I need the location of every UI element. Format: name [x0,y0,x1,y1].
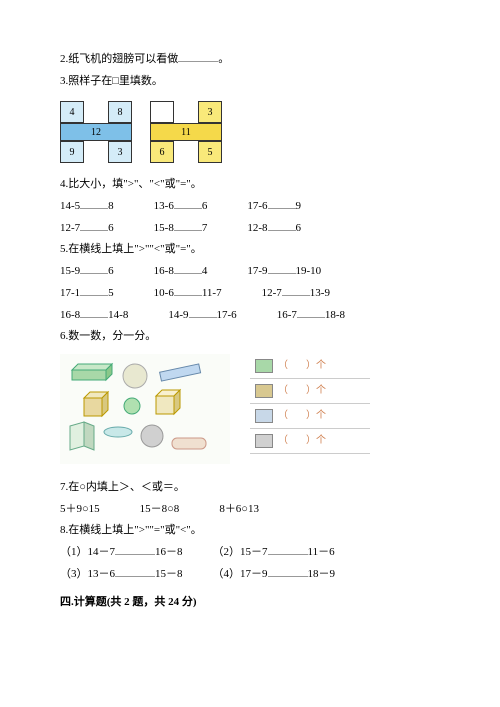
expr: 10-611-7 [154,284,222,303]
shape-row: （）个 [250,429,370,454]
section-4-heading: 四.计算题(共 2 题，共 24 分) [60,593,440,612]
blank-input[interactable] [189,307,217,318]
q7-item: 8＋6○13 [219,500,259,519]
expr: 12-76 [60,219,114,238]
question-3: 3.照样子在□里填数。 [60,72,440,91]
question-5: 5.在横线上填上">""<"或"="。 [60,240,440,259]
expr: 13-66 [154,197,208,216]
cell-tl [150,101,174,123]
blank-input[interactable] [268,198,296,209]
expr: 16-84 [154,262,208,281]
shapes-illustration [60,354,230,464]
shapes-table: （）个（）个（）个（）个 [250,354,370,464]
q8-item: （1）14－716－8 [60,543,183,562]
blank-input[interactable] [268,566,308,577]
blank-input[interactable] [174,198,202,209]
question-2: 2.纸飞机的翅膀可以看做。 [60,50,440,69]
shape-row: （）个 [250,354,370,379]
cell-tr: 8 [108,101,132,123]
cell-mid: 12 [60,123,132,141]
blank-input[interactable] [115,566,155,577]
cell-mid: 11 [150,123,222,141]
blank-input[interactable] [268,220,296,231]
cell-bl: 6 [150,141,174,163]
blank-input[interactable] [174,263,202,274]
question-6: 6.数一数，分一分。 [60,327,440,346]
blank-input[interactable] [174,220,202,231]
expr: 12-86 [247,219,301,238]
blank-input[interactable] [80,307,108,318]
figure-row: 48129331165 [60,93,440,175]
expr: 12-713-9 [262,284,330,303]
blank-input[interactable] [80,198,108,209]
q8-item: （4）17－918－9 [213,565,336,584]
expr: 15-87 [154,219,208,238]
shape-row: （）个 [250,404,370,429]
cell-tr: 3 [198,101,222,123]
cell-tl: 4 [60,101,84,123]
expr: 16-814-8 [60,306,128,325]
expr: 16-718-8 [277,306,345,325]
blank-input[interactable] [268,263,296,274]
blank-input[interactable] [282,285,310,296]
expr: 17-919-10 [247,262,321,281]
question-4: 4.比大小，填">"、"<"或"="。 [60,175,440,194]
blank-input[interactable] [178,51,218,62]
blank-input[interactable] [115,544,155,555]
question-8: 8.在横线上填上">""="或"<"。 [60,521,440,540]
cell-bl: 9 [60,141,84,163]
expr: 17-69 [247,197,301,216]
expr: 14-58 [60,197,114,216]
q8-item: （2）15－711－6 [213,543,335,562]
cell-br: 3 [108,141,132,163]
blank-input[interactable] [80,285,108,296]
expr: 15-96 [60,262,114,281]
blank-input[interactable] [297,307,325,318]
blank-input[interactable] [268,544,308,555]
q8-item: （3）13－615－8 [60,565,183,584]
expr: 17-15 [60,284,114,303]
shapes-area: （）个（）个（）个（）个 [60,354,440,464]
cell-br: 5 [198,141,222,163]
question-7: 7.在○内填上＞、＜或＝。 [60,478,440,497]
q7-row: 5＋9○15 15－8○8 8＋6○13 [60,500,440,519]
blank-input[interactable] [80,220,108,231]
shape-row: （）个 [250,379,370,404]
blank-input[interactable] [174,285,202,296]
expr: 14-917-6 [168,306,236,325]
q7-item: 15－8○8 [140,500,180,519]
q7-item: 5＋9○15 [60,500,100,519]
blank-input[interactable] [80,263,108,274]
